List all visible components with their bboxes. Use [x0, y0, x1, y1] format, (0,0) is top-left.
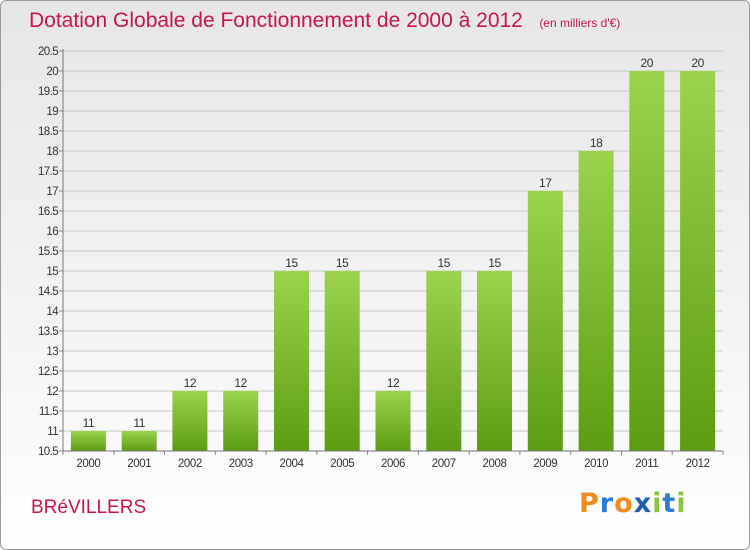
bar-value-label: 15 [285, 256, 298, 270]
x-tick-label: 2011 [635, 458, 658, 470]
logo-letter: i [676, 488, 687, 519]
y-tick-label: 16.5 [38, 206, 58, 218]
bar-value-label: 17 [539, 176, 552, 190]
y-tick-label: 18 [46, 146, 58, 158]
y-tick-label: 17.5 [38, 166, 58, 178]
logo-letter: i [652, 488, 663, 519]
proxiti-logo: Proxiti [579, 488, 687, 519]
bar-value-label: 12 [184, 376, 197, 390]
logo-letter: P [579, 488, 600, 519]
data-labels: 11 11 12 12 15 15 12 15 15 17 18 20 20 [83, 56, 705, 430]
y-tick-label: 14 [46, 306, 59, 318]
bar-value-label: 15 [488, 256, 501, 270]
logo-letter: r [599, 488, 615, 519]
y-tick-label: 11.5 [39, 406, 58, 418]
y-tick-label: 18.5 [38, 126, 58, 138]
x-axis-ticks: 2000 2001 2002 2003 2004 2005 2006 2007 2008 2009… [62, 451, 724, 470]
x-tick-label: 2002 [178, 458, 202, 470]
y-tick-label: 14.5 [38, 286, 58, 298]
bar-value-label: 11 [83, 416, 95, 430]
x-tick-label: 2003 [229, 458, 253, 470]
y-tick-label: 20 [46, 66, 58, 78]
x-tick-label: 2006 [381, 458, 405, 470]
y-tick-label: 11 [47, 426, 58, 438]
y-tick-label: 10.5 [38, 446, 58, 458]
bar [527, 191, 563, 451]
bar [121, 431, 157, 451]
x-tick-label: 2008 [483, 458, 507, 470]
x-tick-label: 2001 [127, 458, 151, 470]
y-axis-ticks: 10.5 11 11.5 12 12.5 13 13.5 14 14.5 15 15.5 16 16.5… [38, 46, 63, 458]
logo-letter: o [614, 488, 634, 519]
bar-value-label: 18 [590, 136, 603, 150]
x-tick-label: 2004 [280, 458, 305, 470]
bar [375, 391, 411, 451]
bar [70, 431, 106, 451]
y-tick-label: 12.5 [38, 366, 58, 378]
bar [477, 271, 512, 451]
y-tick-label: 15 [46, 266, 58, 278]
bar-value-label: 11 [133, 416, 145, 430]
commune-name: BRéVILLERS [31, 497, 147, 518]
unit-note: (en milliers d'€) [539, 16, 621, 30]
y-tick-label: 19 [46, 106, 58, 118]
x-tick-label: 2005 [330, 458, 354, 470]
bars [70, 71, 716, 451]
y-tick-label: 19.5 [38, 86, 58, 98]
bar-value-label: 15 [336, 256, 349, 270]
logo-letter: t [662, 488, 677, 519]
y-tick-label: 20.5 [38, 46, 58, 58]
bar-value-label: 12 [234, 376, 247, 390]
y-tick-label: 12 [46, 386, 58, 398]
bar-value-label: 15 [438, 256, 451, 270]
x-tick-label: 2012 [686, 458, 710, 470]
x-tick-label: 2007 [432, 458, 456, 470]
logo-letter: x [633, 488, 653, 519]
x-tick-label: 2000 [76, 458, 100, 470]
bar [274, 271, 309, 451]
bar-value-label: 20 [641, 56, 654, 70]
bar [223, 391, 259, 451]
chart-title: Dotation Globale de Fonctionnement de 20… [29, 9, 620, 33]
y-tick-label: 13 [46, 346, 58, 358]
bar [324, 271, 360, 451]
y-tick-label: 17 [46, 186, 58, 198]
bar-value-label: 12 [387, 376, 400, 390]
bar [172, 391, 208, 451]
y-tick-label: 15.5 [38, 246, 58, 258]
bar [629, 71, 665, 451]
chart-title-text: Dotation Globale de Fonctionnement de 20… [29, 9, 523, 32]
bar [680, 71, 716, 451]
bar [426, 271, 462, 451]
bar-value-label: 20 [691, 56, 704, 70]
x-tick-label: 2009 [533, 458, 557, 470]
y-tick-label: 13.5 [38, 326, 58, 338]
bar [578, 151, 614, 451]
axes [62, 49, 723, 452]
y-tick-label: 16 [46, 226, 58, 238]
x-tick-label: 2010 [584, 458, 608, 470]
